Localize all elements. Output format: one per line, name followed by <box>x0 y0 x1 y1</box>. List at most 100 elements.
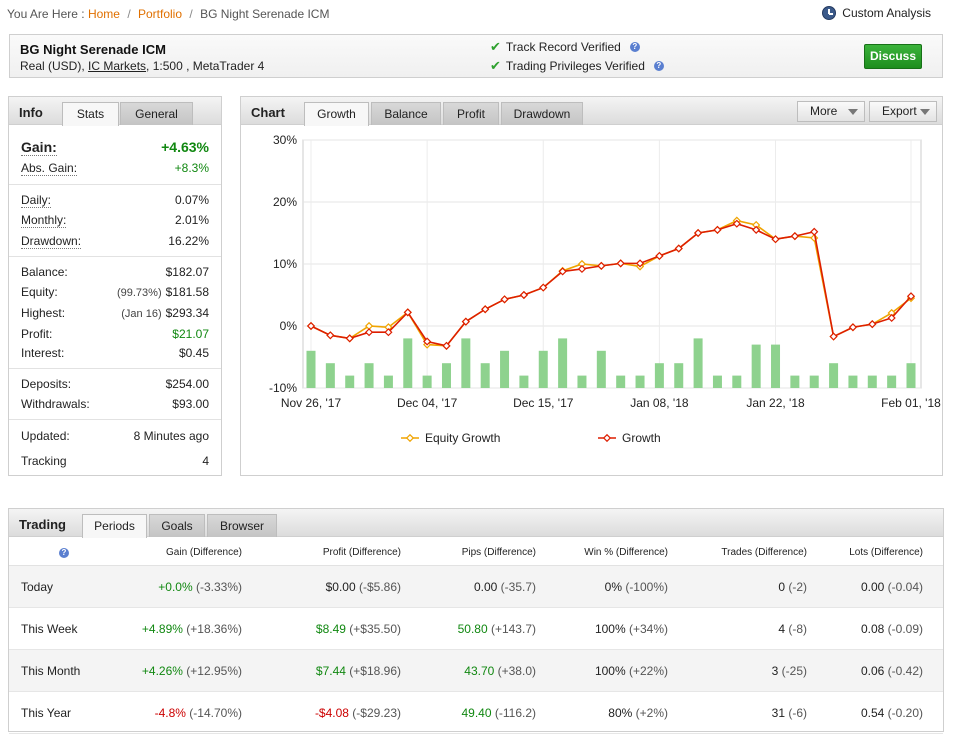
gain-cell: +4.89% (+18.36%) <box>142 622 242 636</box>
equity-percent: (99.73%) <box>116 287 162 299</box>
daily-bar <box>790 375 800 388</box>
gain-value: +4.89% <box>141 622 183 636</box>
gain-value: -4.8% <box>154 706 186 720</box>
lots-cell: 0.00 (-0.04) <box>861 580 923 594</box>
lots-difference: (-0.09) <box>884 622 923 636</box>
growth-point <box>906 292 916 301</box>
chevron-down-icon <box>920 109 930 115</box>
header-pips: Pips (Difference) <box>461 547 536 558</box>
header-win: Win % (Difference) <box>584 547 668 558</box>
divider <box>9 256 221 257</box>
daily-bar <box>325 363 335 388</box>
daily-bar <box>345 375 355 388</box>
growth-point <box>829 332 838 341</box>
header-trades: Trades (Difference) <box>721 547 807 558</box>
lots-cell: 0.08 (-0.09) <box>861 622 923 636</box>
equity-label: Equity: <box>21 285 58 299</box>
tab-goals[interactable]: Goals <box>149 514 205 537</box>
growth-point <box>577 264 587 274</box>
highest-date: (Jan 16) <box>121 308 162 320</box>
daily-bar <box>887 375 897 388</box>
profit-difference: (+$18.96) <box>345 664 401 678</box>
export-dropdown[interactable]: Export <box>869 101 937 122</box>
abs-gain-value: +8.3% <box>174 161 209 175</box>
clock-icon <box>822 6 837 20</box>
discuss-button[interactable]: Discuss <box>864 44 922 69</box>
tab-stats[interactable]: Stats <box>62 102 119 126</box>
daily-bar <box>480 363 490 388</box>
gain-value: +0.0% <box>158 580 193 594</box>
daily-bar <box>906 363 916 388</box>
gain-difference: (-3.33%) <box>192 580 242 594</box>
tab-drawdown[interactable]: Drawdown <box>501 102 583 125</box>
daily-bar <box>616 375 626 388</box>
growth-point <box>481 305 490 314</box>
breadcrumb: You Are Here : Home / Portfolio / BG Nig… <box>7 7 329 21</box>
win-cell: 100% (+22%) <box>595 664 668 678</box>
chevron-down-icon <box>848 109 858 115</box>
header-lots: Lots (Difference) <box>849 547 923 558</box>
check-icon: ✔ <box>490 58 501 73</box>
win-value: 100% <box>594 622 626 636</box>
daily-bar <box>422 375 432 388</box>
help-icon[interactable]: ? <box>629 42 640 52</box>
chart-panel-header: Chart Growth Balance Profit Drawdown Mor… <box>241 97 942 126</box>
check-icon: ✔ <box>490 39 501 54</box>
period-label: Today <box>21 580 54 594</box>
withdrawals-value: $93.00 <box>172 397 209 411</box>
y-tick-label: 10% <box>273 257 297 271</box>
table-row: This Year -4.8% (-14.70%) -$4.08 (-$29.23)… <box>9 692 943 734</box>
tab-profit[interactable]: Profit <box>443 102 499 125</box>
equity-growth-point <box>364 321 374 331</box>
balance-label: Balance: <box>21 265 68 279</box>
profit-difference: (+$35.50) <box>345 622 401 636</box>
custom-analysis-link[interactable]: Custom Analysis <box>822 6 931 20</box>
trades-value: 0 <box>778 580 785 594</box>
growth-chart: 30% 20% 10% 0% -10%Nov 26, '17 Dec 04, '17 Dec… <box>269 133 941 445</box>
pips-cell: 49.40 (-116.2) <box>462 706 537 720</box>
tab-balance[interactable]: Balance <box>371 102 441 125</box>
growth-point <box>364 328 374 337</box>
growth-point <box>693 228 703 238</box>
breadcrumb-portfolio-link[interactable]: Portfolio <box>138 7 183 21</box>
daily-bar <box>751 344 761 388</box>
growth-point <box>713 225 722 235</box>
gain-cell: +4.26% (+12.95%) <box>142 664 242 678</box>
chart-panel: Chart Growth Balance Profit Drawdown Mor… <box>240 96 943 476</box>
profit-cell: $8.49 (+$35.50) <box>316 622 401 636</box>
breadcrumb-prefix: You Are Here : <box>7 7 85 21</box>
deposits-label: Deposits: <box>21 377 72 391</box>
daily-bar <box>403 338 413 388</box>
growth-point <box>887 313 896 323</box>
trades-cell: 31 (-6) <box>772 706 807 720</box>
tab-growth[interactable]: Growth <box>304 102 369 126</box>
breadcrumb-home-link[interactable]: Home <box>87 7 120 21</box>
win-difference: (-100%) <box>621 580 668 594</box>
profit-value: $0.00 <box>325 580 356 594</box>
pips-difference: (-116.2) <box>491 706 536 720</box>
tab-general[interactable]: General <box>120 102 193 125</box>
equity-growth-point <box>887 308 896 318</box>
help-icon[interactable]: ? <box>59 548 69 558</box>
win-difference: (+22%) <box>625 664 668 678</box>
trades-difference: (-25) <box>778 664 807 678</box>
profit-difference: (-$5.86) <box>355 580 401 594</box>
win-cell: 0% (-100%) <box>605 580 668 594</box>
stat-withdrawals: Withdrawals: $93.00 <box>21 397 209 411</box>
broker-link[interactable]: IC Markets <box>88 59 147 73</box>
more-dropdown[interactable]: More <box>797 101 865 122</box>
breadcrumb-separator: / <box>127 7 131 21</box>
gain-difference: (+12.95%) <box>182 664 242 678</box>
pips-value: 0.00 <box>473 580 498 594</box>
tab-browser[interactable]: Browser <box>207 514 277 537</box>
tab-periods[interactable]: Periods <box>82 514 147 538</box>
stat-updated: Updated: 8 Minutes ago <box>21 429 209 443</box>
growth-point <box>306 321 316 331</box>
legend-label: Equity Growth <box>425 431 500 445</box>
stat-balance: Balance: $182.07 <box>21 265 209 279</box>
daily-label: Daily: <box>21 193 52 208</box>
growth-point <box>345 334 354 343</box>
table-row: This Month +4.26% (+12.95%) $7.44 (+$18.96… <box>9 650 943 692</box>
help-icon[interactable]: ? <box>653 61 664 71</box>
trades-cell: 0 (-2) <box>778 580 807 594</box>
